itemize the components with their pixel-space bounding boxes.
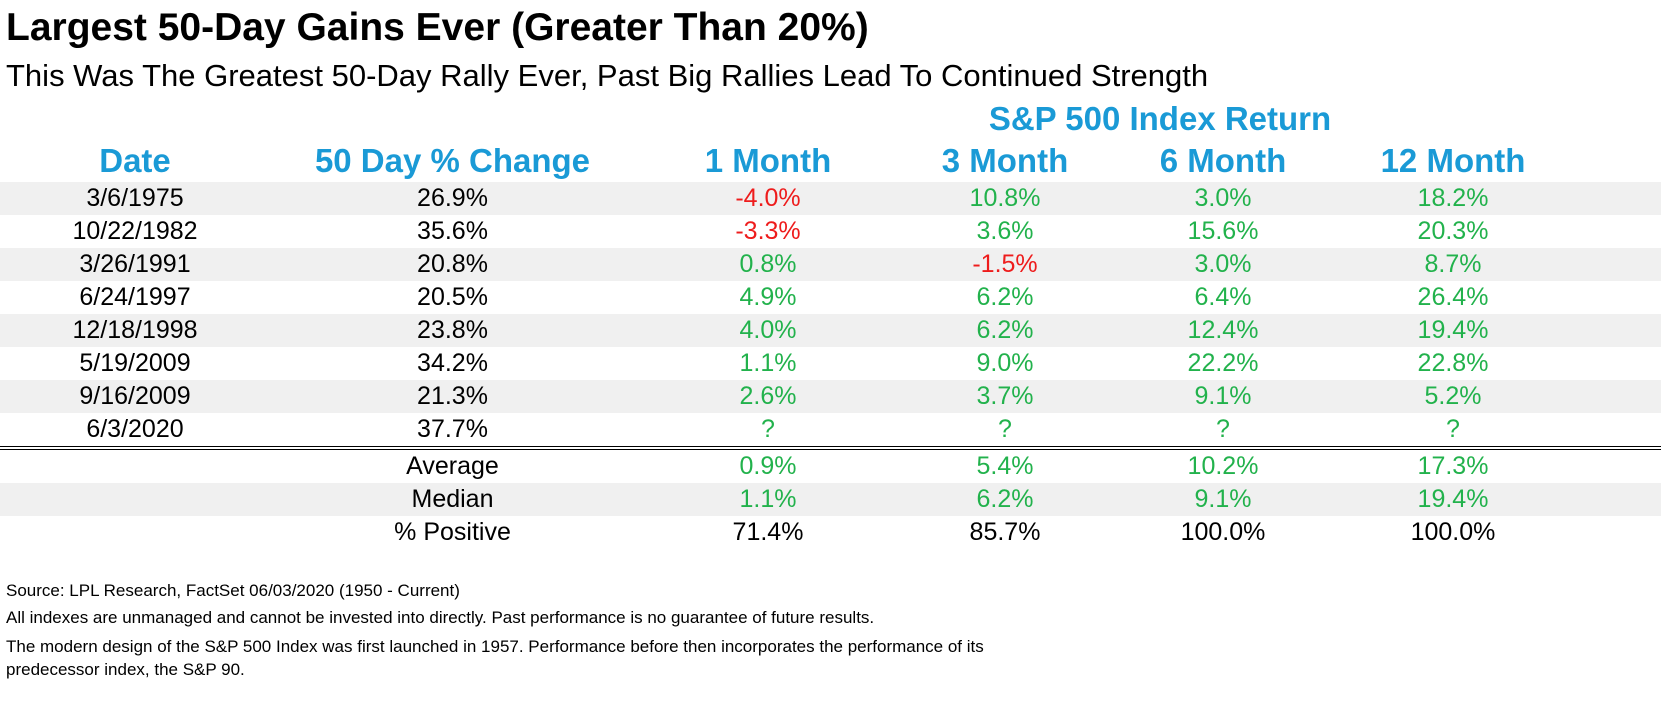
- cell-summary-12-month: 17.3%: [1417, 452, 1489, 480]
- cell-return-6-month: 22.2%: [1187, 349, 1259, 377]
- cell-date: 3/26/1991: [79, 250, 191, 278]
- cell-summary-3-month: 85.7%: [969, 518, 1041, 546]
- cell-summary-3-month: 5.4%: [976, 452, 1034, 480]
- cell-return-1-month: 4.0%: [739, 316, 797, 344]
- cell-return-6-month: 3.0%: [1194, 184, 1252, 212]
- cell-return-6-month: 12.4%: [1187, 316, 1259, 344]
- cell-return-6-month: 6.4%: [1194, 283, 1252, 311]
- table-row: 6/3/2020 37.7%????: [0, 413, 1661, 446]
- cell-summary-6-month: 10.2%: [1187, 452, 1259, 480]
- summary-row: Average 0.9% 5.4% 10.2% 17.3%: [0, 450, 1661, 483]
- cell-return-12-month: 20.3%: [1417, 217, 1489, 245]
- footnote-disclaimer: All indexes are unmanaged and cannot be …: [6, 608, 875, 627]
- table-row: 5/19/2009 34.2% 1.1% 9.0% 22.2% 22.8%: [0, 347, 1661, 380]
- cell-summary-1-month: 1.1%: [739, 485, 797, 513]
- cell-return-3-month: 6.2%: [976, 316, 1034, 344]
- footnote-methodology-cont: predecessor index, the S&P 90.: [6, 660, 245, 679]
- cell-return-12-month: 22.8%: [1417, 349, 1489, 377]
- cell-return-6-month: 15.6%: [1187, 217, 1259, 245]
- cell-return-1-month: 2.6%: [739, 382, 797, 410]
- cell-return-3-month: 3.7%: [976, 382, 1034, 410]
- cell-return-6-month: 3.0%: [1194, 250, 1252, 278]
- cell-summary-1-month: 71.4%: [732, 518, 804, 546]
- cell-date: 12/18/1998: [72, 316, 198, 344]
- table-row: 10/22/1982 35.6% -3.3% 3.6% 15.6% 20.3%: [0, 215, 1661, 248]
- cell-summary-12-month: 100.0%: [1410, 518, 1496, 546]
- cell-summary-3-month: 6.2%: [976, 485, 1034, 513]
- cell-50-day-change: 35.6%: [417, 217, 488, 245]
- cell-return-3-month: 10.8%: [969, 184, 1041, 212]
- table-row: 6/24/1997 20.5% 4.9% 6.2% 6.4% 26.4%: [0, 281, 1661, 314]
- cell-return-1-month: ?: [761, 415, 775, 443]
- cell-return-12-month: 8.7%: [1424, 250, 1482, 278]
- table-row: 9/16/2009 21.3% 2.6% 3.7% 9.1% 5.2%: [0, 380, 1661, 413]
- cell-date: 10/22/1982: [72, 217, 198, 245]
- footnote-methodology: The modern design of the S&P 500 Index w…: [6, 637, 984, 656]
- column-header-6-month: 6 Month: [1159, 142, 1287, 179]
- cell-date: 3/6/1975: [86, 184, 184, 212]
- cell-return-12-month: 18.2%: [1417, 184, 1489, 212]
- column-header-50-day-change: 50 Day % Change: [314, 142, 591, 179]
- cell-summary-label: Average: [406, 452, 499, 480]
- cell-50-day-change: 23.8%: [417, 316, 488, 344]
- cell-50-day-change: 26.9%: [417, 184, 488, 212]
- cell-return-12-month: 5.2%: [1424, 382, 1482, 410]
- column-header-3-month: 3 Month: [941, 142, 1069, 179]
- cell-return-3-month: -1.5%: [972, 250, 1038, 278]
- cell-date: 5/19/2009: [79, 349, 191, 377]
- cell-summary-1-month: 0.9%: [739, 452, 797, 480]
- cell-date: 6/3/2020: [86, 415, 184, 443]
- chart-title: Largest 50-Day Gains Ever (Greater Than …: [6, 6, 869, 49]
- table-row: 12/18/1998 23.8% 4.0% 6.2% 12.4% 19.4%: [0, 314, 1661, 347]
- cell-50-day-change: 20.5%: [417, 283, 488, 311]
- table-row: 3/26/1991 20.8% 0.8% -1.5% 3.0% 8.7%: [0, 248, 1661, 281]
- table-divider: [0, 446, 1661, 450]
- data-table-body: 3/6/1975 26.9% -4.0% 10.8% 3.0% 18.2% 10/22/19…: [0, 182, 1661, 446]
- cell-summary-12-month: 19.4%: [1417, 485, 1489, 513]
- column-header-1-month: 1 Month: [704, 142, 832, 179]
- cell-return-3-month: 3.6%: [976, 217, 1034, 245]
- cell-return-3-month: 6.2%: [976, 283, 1034, 311]
- summary-table-body: Average 0.9% 5.4% 10.2% 17.3% Median 1.1% 6.2% 9…: [0, 450, 1661, 549]
- cell-date: 6/24/1997: [79, 283, 191, 311]
- cell-return-12-month: ?: [1446, 415, 1460, 443]
- cell-summary-label: % Positive: [394, 518, 511, 546]
- table-row: 3/6/1975 26.9% -4.0% 10.8% 3.0% 18.2%: [0, 182, 1661, 215]
- cell-summary-label: Median: [411, 485, 494, 513]
- cell-50-day-change: 20.8%: [417, 250, 488, 278]
- column-headers: Date 50 Day % Change 1 Month 3 Month 6 M…: [0, 142, 1661, 182]
- cell-return-3-month: ?: [998, 415, 1012, 443]
- cell-50-day-change: 34.2%: [417, 349, 488, 377]
- cell-date: 9/16/2009: [79, 382, 191, 410]
- summary-row: % Positive 71.4% 85.7% 100.0% 100.0%: [0, 516, 1661, 549]
- cell-return-12-month: 26.4%: [1417, 283, 1489, 311]
- cell-return-6-month: ?: [1216, 415, 1230, 443]
- cell-50-day-change: 21.3%: [417, 382, 488, 410]
- column-header-date: Date: [99, 142, 171, 179]
- cell-return-1-month: 1.1%: [739, 349, 797, 377]
- cell-return-1-month: -3.3%: [735, 217, 801, 245]
- cell-summary-6-month: 100.0%: [1180, 518, 1266, 546]
- group-header-sp500-return: S&P 500 Index Return: [988, 100, 1332, 137]
- summary-row: Median 1.1% 6.2% 9.1% 19.4%: [0, 483, 1661, 516]
- cell-return-1-month: 0.8%: [739, 250, 797, 278]
- cell-return-6-month: 9.1%: [1194, 382, 1252, 410]
- footnote-source: Source: LPL Research, FactSet 06/03/2020…: [6, 581, 460, 600]
- cell-return-1-month: -4.0%: [735, 184, 801, 212]
- cell-return-1-month: 4.9%: [739, 283, 797, 311]
- cell-50-day-change: 37.7%: [417, 415, 488, 443]
- cell-return-12-month: 19.4%: [1417, 316, 1489, 344]
- chart-subtitle: This Was The Greatest 50-Day Rally Ever,…: [6, 58, 1209, 93]
- cell-return-3-month: 9.0%: [976, 349, 1034, 377]
- cell-summary-6-month: 9.1%: [1194, 485, 1252, 513]
- column-header-12-month: 12 Month: [1380, 142, 1526, 179]
